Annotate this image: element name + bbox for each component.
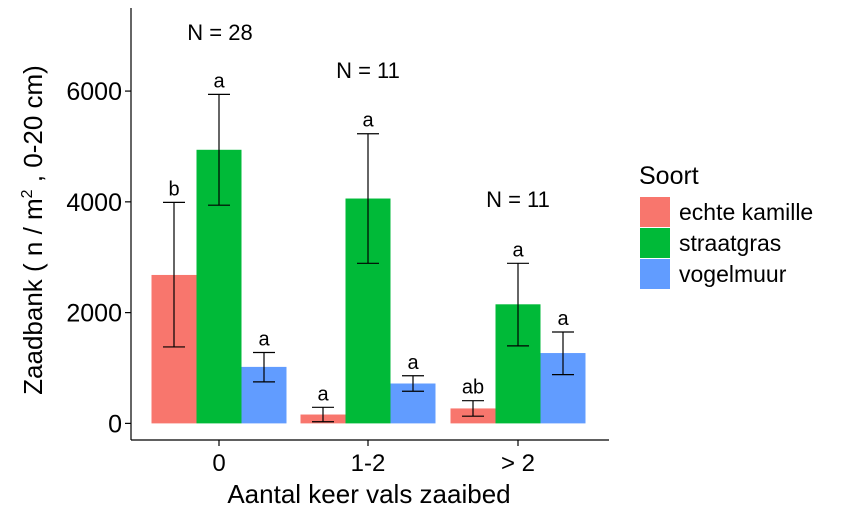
y-tick-label: 0 xyxy=(108,410,122,438)
chart-marks: b a ab a a a a a a N = 28 N = 11 N = 11 xyxy=(151,20,586,424)
y-axis-title-main: Zaadbank ( n / m xyxy=(18,198,48,395)
chart-axes: 0 2000 4000 6000 0 1-2 > 2 xyxy=(66,8,609,477)
legend-label: vogelmuur xyxy=(679,261,787,287)
group-n-label: N = 11 xyxy=(486,187,550,212)
y-axis-title-superscript: 2 xyxy=(19,189,36,198)
x-tick-label: 0 xyxy=(212,450,225,477)
significance-letter: a xyxy=(213,70,225,92)
x-axis-title: Aantal keer vals zaaibed xyxy=(227,479,510,509)
significance-letter: a xyxy=(362,110,374,132)
significance-letter: a xyxy=(258,328,270,350)
y-axis-title: Zaadbank ( n / m2 , 0-20 cm) xyxy=(18,65,48,395)
y-axis-title-unit: , 0-20 cm) xyxy=(18,65,48,189)
legend-swatch xyxy=(640,197,670,227)
y-tick-label: 2000 xyxy=(66,300,122,328)
y-tick-label: 6000 xyxy=(66,78,122,106)
significance-letter: a xyxy=(317,383,329,405)
legend-label: echte kamille xyxy=(679,199,813,225)
significance-letter: b xyxy=(168,178,179,200)
legend-title: Soort xyxy=(639,162,699,190)
significance-letter: a xyxy=(557,308,569,330)
legend-swatch xyxy=(640,259,670,289)
legend: Soort echte kamille straatgras vogelmuur xyxy=(639,162,813,289)
legend-swatch xyxy=(640,228,670,258)
group-n-label: N = 11 xyxy=(336,58,400,83)
significance-letter: ab xyxy=(462,377,484,399)
significance-letter: a xyxy=(407,352,419,374)
x-tick-label: > 2 xyxy=(501,450,535,477)
significance-letter: a xyxy=(512,239,524,261)
x-tick-label: 1-2 xyxy=(351,450,386,477)
y-tick-label: 4000 xyxy=(66,189,122,217)
legend-label: straatgras xyxy=(679,230,781,256)
group-n-label: N = 28 xyxy=(187,20,252,45)
